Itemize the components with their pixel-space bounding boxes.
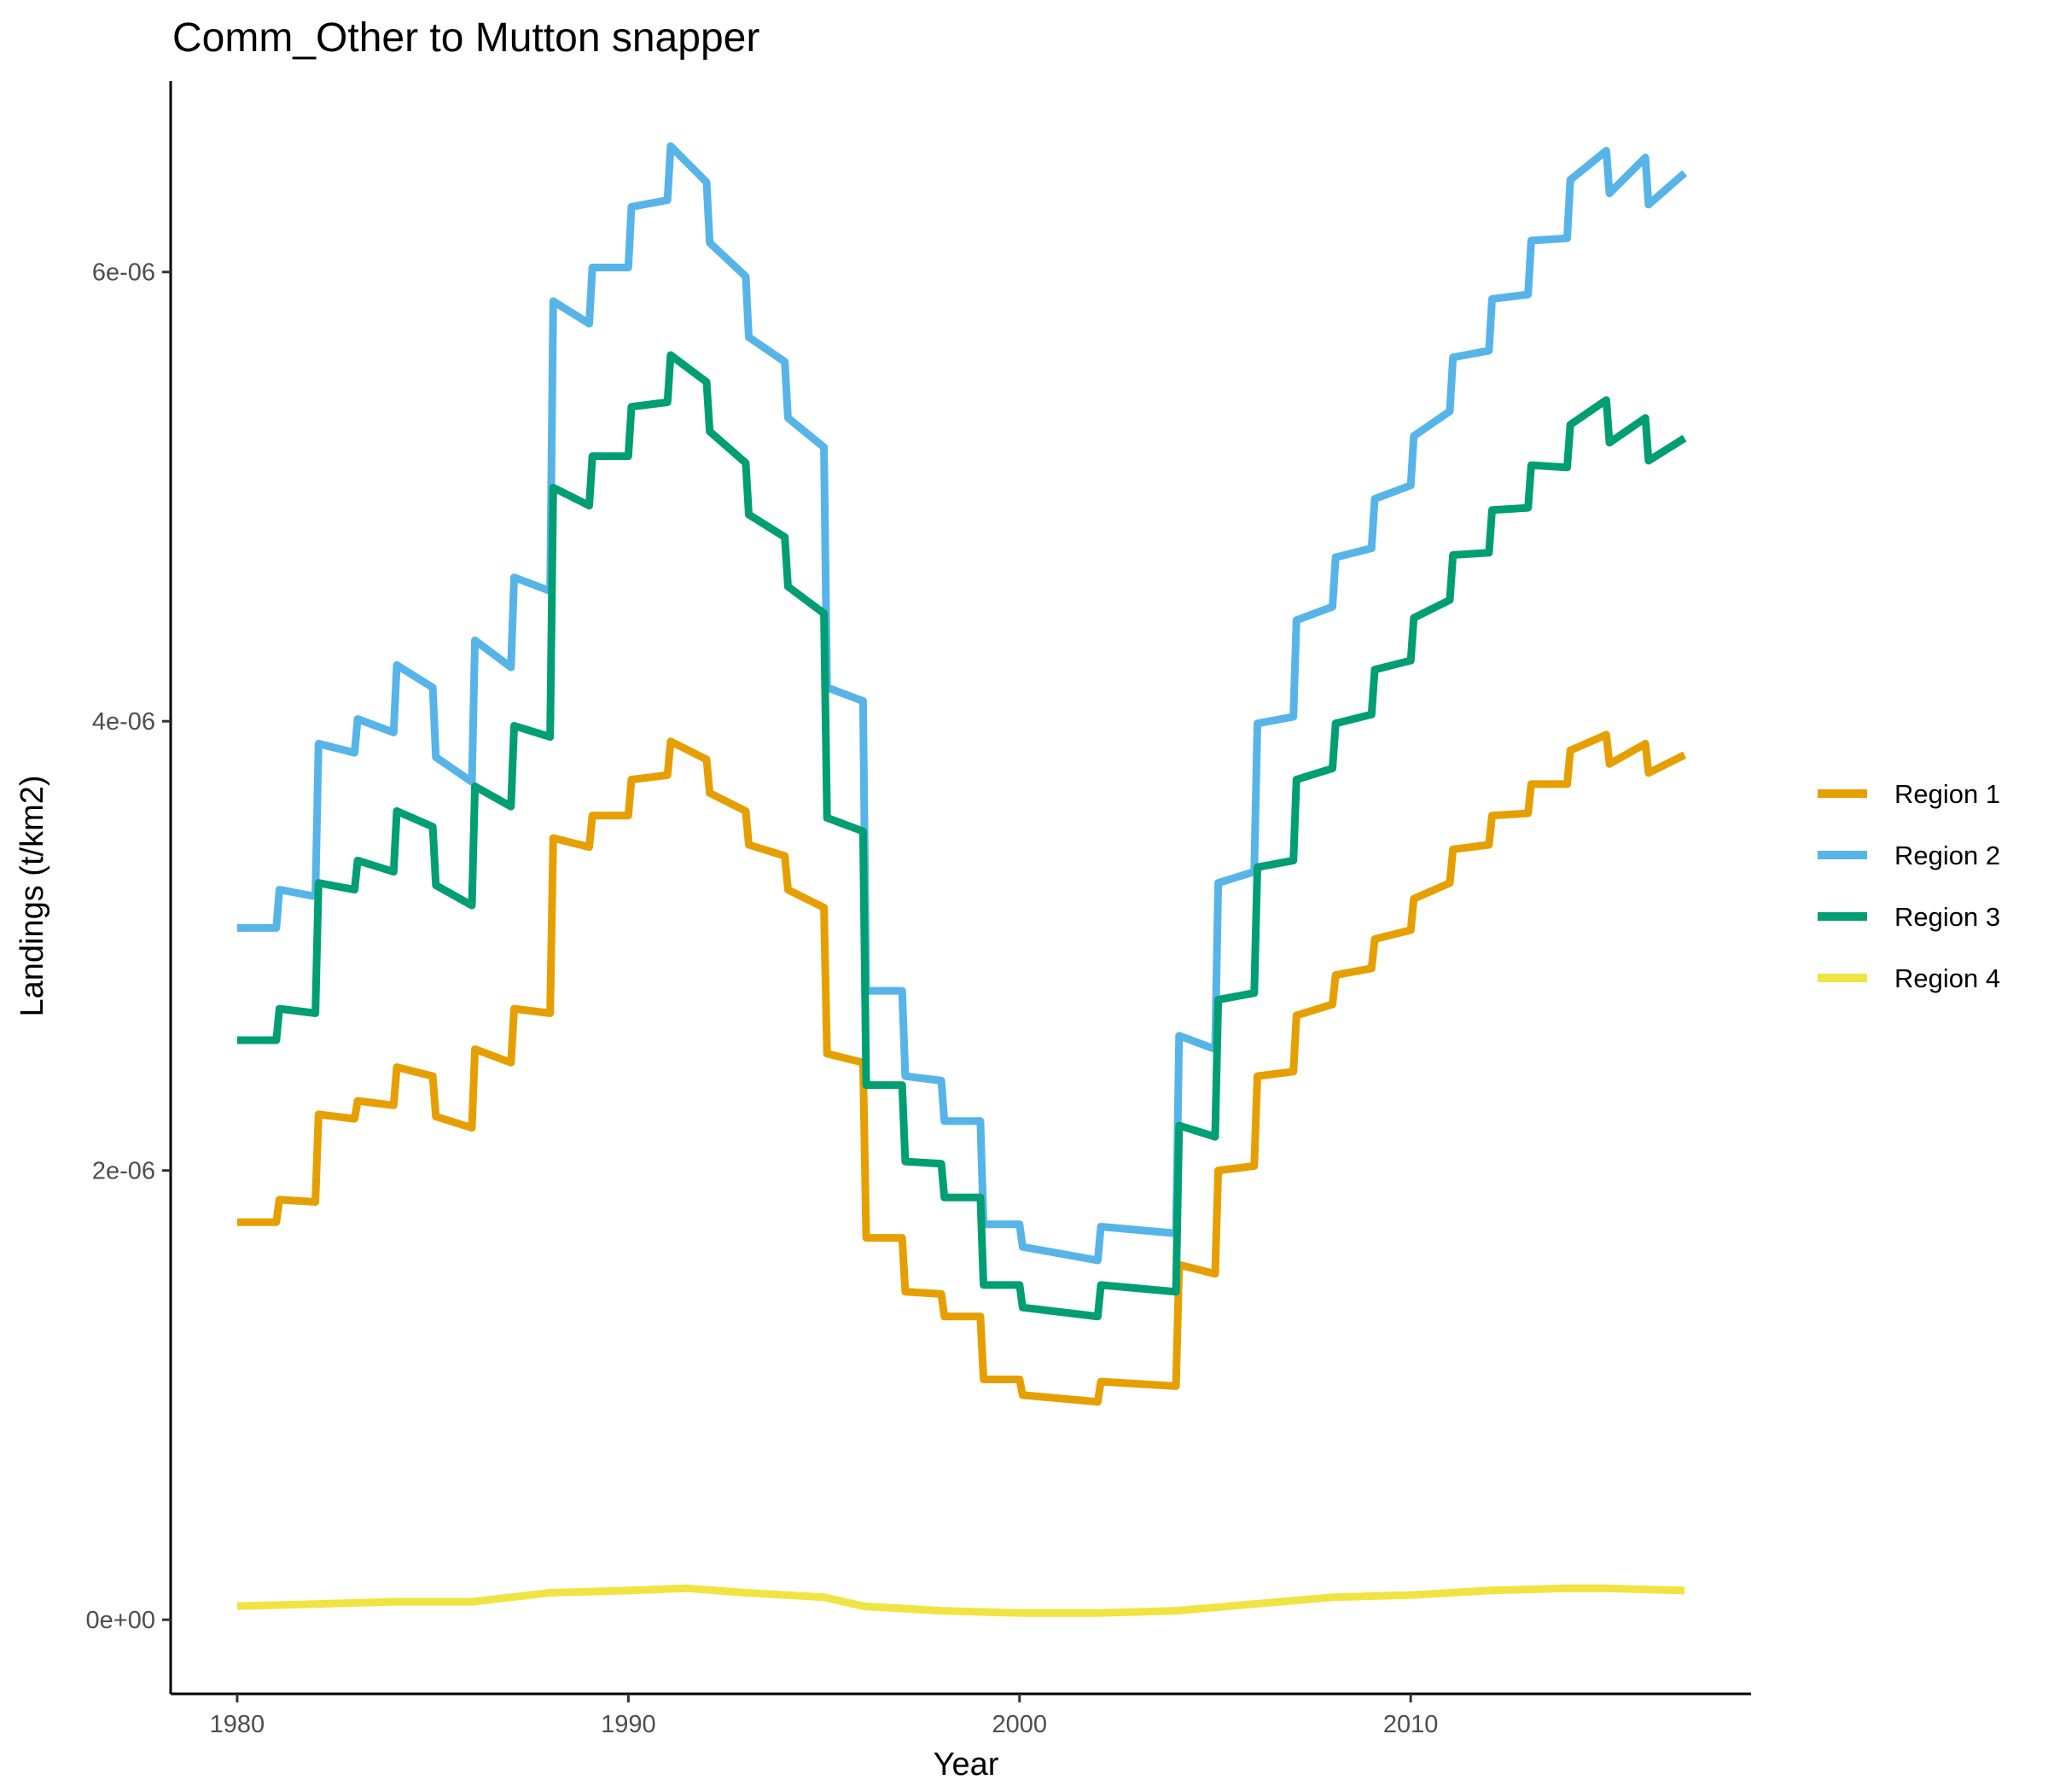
legend: Region 1 Region 2 Region 3 Region 4 — [1818, 779, 2000, 993]
x-tick-label: 1990 — [601, 1711, 656, 1738]
legend-label: Region 3 — [1894, 902, 2000, 932]
y-axis-ticks: 0e+00 2e-06 4e-06 6e-06 — [86, 259, 171, 1634]
legend-label: Region 2 — [1894, 841, 2000, 870]
y-tick-label: 2e-06 — [92, 1158, 155, 1185]
y-tick-label: 4e-06 — [92, 708, 155, 736]
axes — [169, 81, 1751, 1696]
chart-title: Comm_Other to Mutton snapper — [172, 15, 759, 61]
legend-label: Region 4 — [1894, 963, 2000, 993]
y-tick-label: 0e+00 — [86, 1607, 155, 1634]
series-line-region-1 — [236, 730, 1687, 1406]
series-line-region-4 — [236, 1584, 1685, 1617]
x-tick-label: 1980 — [210, 1711, 265, 1738]
x-axis-title: Year — [934, 1747, 999, 1783]
legend-label: Region 1 — [1894, 779, 2000, 809]
y-axis-title: Landings (t/km2) — [15, 775, 50, 1016]
x-tick-label: 2010 — [1383, 1711, 1439, 1738]
series-layer — [236, 142, 1688, 1617]
series-line-region-2 — [236, 142, 1688, 1265]
y-tick-label: 6e-06 — [92, 259, 155, 287]
x-axis-ticks: 1980 1990 2000 2010 — [210, 1694, 1439, 1738]
x-tick-label: 2000 — [992, 1711, 1048, 1738]
series-line-region-3 — [236, 351, 1687, 1321]
